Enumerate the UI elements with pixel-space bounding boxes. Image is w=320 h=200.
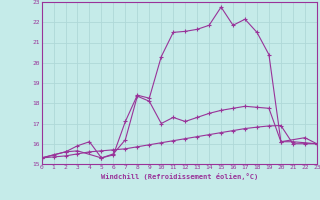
X-axis label: Windchill (Refroidissement éolien,°C): Windchill (Refroidissement éolien,°C): [100, 173, 258, 180]
